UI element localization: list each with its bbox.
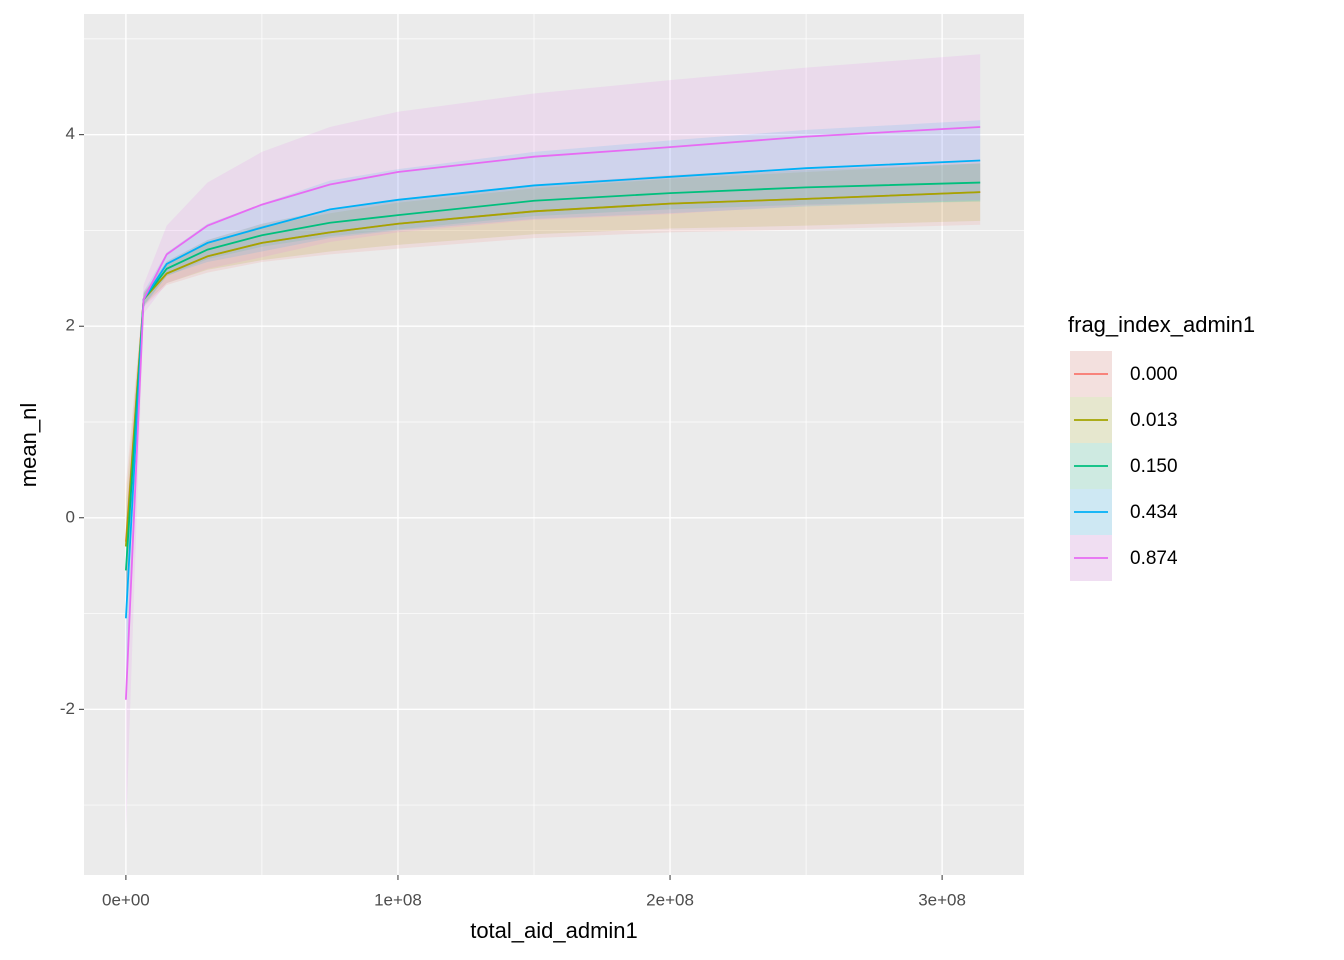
line	[125, 181, 981, 571]
confidence-band	[125, 163, 981, 595]
legend-label: 0.013	[1130, 410, 1178, 431]
x-tick-label: 3e+08	[918, 890, 966, 909]
legend-label: 0.150	[1130, 456, 1178, 477]
x-axis-title: total_aid_admin1	[470, 918, 638, 943]
legend-label: 0.000	[1130, 364, 1178, 385]
y-tick-label: -2	[60, 699, 75, 718]
line	[125, 191, 981, 547]
confidence-band	[125, 159, 981, 600]
y-axis-title: mean_nl	[16, 403, 41, 487]
line	[124, 126, 981, 700]
x-tick-label: 0e+00	[102, 890, 150, 909]
y-tick-label: 0	[66, 507, 75, 526]
confidence-band	[125, 120, 981, 686]
x-tick-label: 1e+08	[374, 890, 422, 909]
legend-label: 0.434	[1130, 502, 1178, 523]
line	[125, 159, 981, 619]
legend-label: 0.874	[1130, 548, 1178, 569]
legend-title: frag_index_admin1	[1068, 312, 1255, 337]
x-tick-label: 2e+08	[646, 890, 694, 909]
y-tick-label: 2	[66, 316, 75, 335]
panel	[84, 14, 1024, 875]
y-tick-label: 4	[66, 124, 75, 143]
